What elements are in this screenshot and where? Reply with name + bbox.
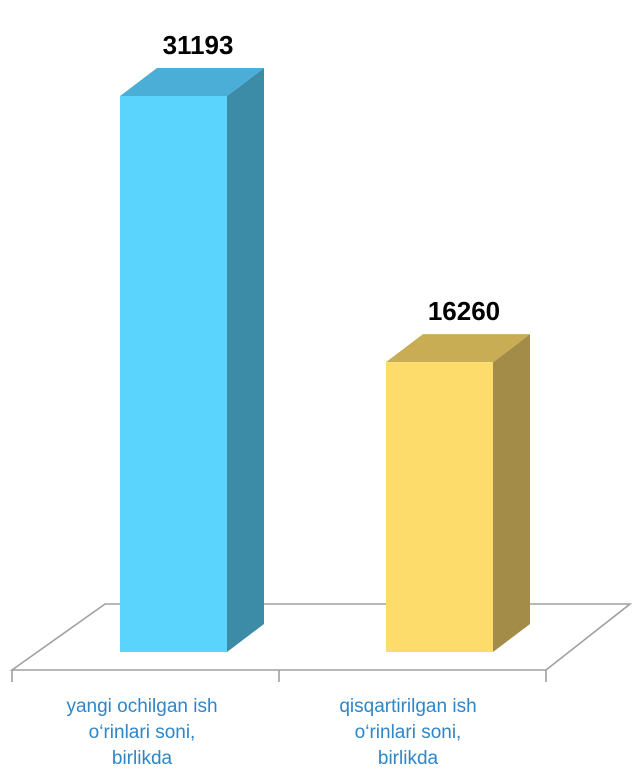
category-label-new-jobs: yangi ochilgan ish o‘rinlari soni, birli…	[12, 694, 272, 772]
category-label-line: o‘rinlari soni,	[354, 722, 462, 743]
category-label-line: qisqartirilgan ish	[339, 696, 477, 717]
bars	[120, 68, 530, 652]
bar	[386, 362, 493, 652]
value-label: 16260	[428, 296, 500, 326]
chart-floor	[9, 603, 632, 682]
category-label-cut-jobs: qisqartirilgan ish o‘rinlari soni, birli…	[278, 694, 538, 772]
floor-plane	[9, 603, 632, 671]
category-label-line: birlikda	[111, 748, 173, 769]
category-label-line: birlikda	[377, 748, 439, 769]
bar-side	[493, 334, 530, 652]
category-label-line: yangi ochilgan ish	[66, 696, 218, 717]
bar-top	[120, 68, 264, 96]
value-labels: 31193 16260	[163, 30, 501, 326]
value-label: 31193	[163, 30, 234, 60]
bar-side	[227, 68, 264, 652]
category-label-line: o‘rinlari soni,	[88, 722, 196, 743]
bar	[120, 96, 227, 652]
bar-top	[386, 334, 530, 363]
